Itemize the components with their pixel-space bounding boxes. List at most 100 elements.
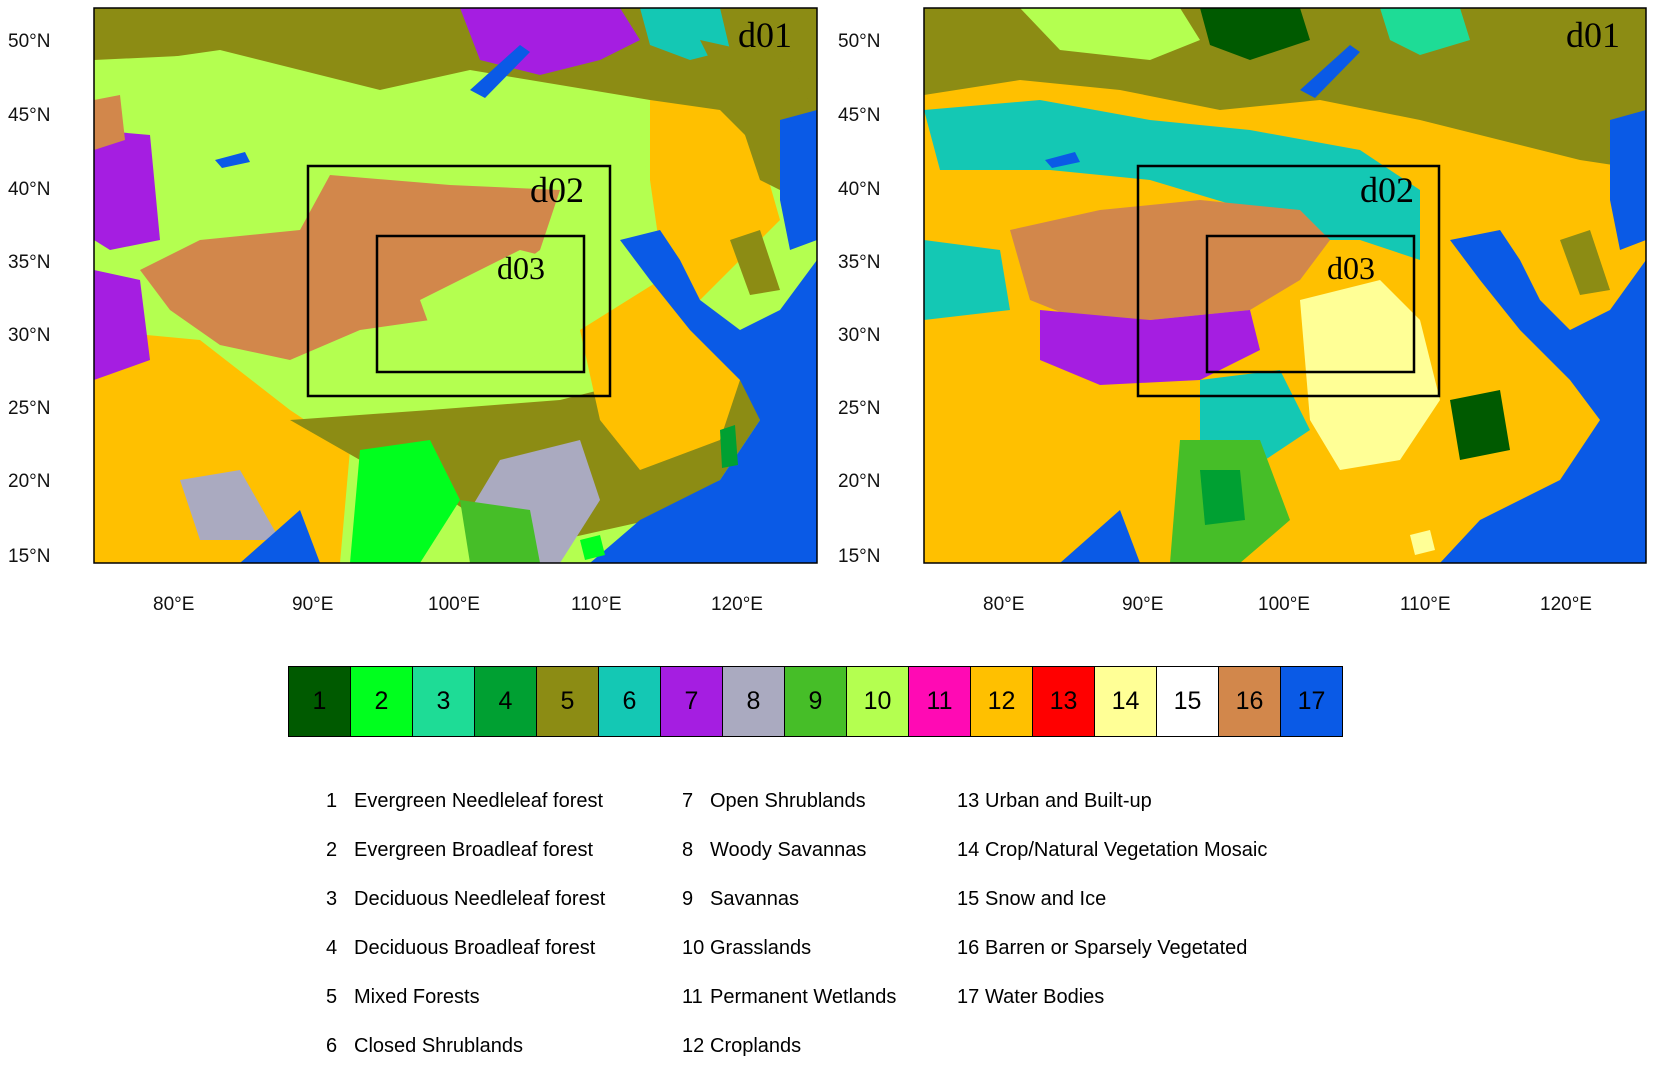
legend-label: Woody Savannas <box>710 839 867 861</box>
domain-box-d03 <box>1205 234 1416 374</box>
legend-item: 2 Evergreen Broadleaf forest <box>326 839 605 888</box>
colorbar-cell: 12 <box>971 667 1033 736</box>
domain-label: d03 <box>1327 250 1375 286</box>
legend-item: 1 Evergreen Needleleaf forest <box>326 790 605 839</box>
legend-label: Barren or Sparsely Vegetated <box>985 937 1248 959</box>
lat-label: 45°N <box>8 105 50 126</box>
colorbar-cell: 14 <box>1095 667 1157 736</box>
lon-label: 90°E <box>1122 594 1163 615</box>
lon-label: 110°E <box>1400 594 1451 615</box>
legend-number: 3 <box>326 888 338 910</box>
legend-item: 12 Croplands <box>682 1035 896 1084</box>
lat-label: 50°N <box>838 31 880 52</box>
legend-item: 10 Grasslands <box>682 937 896 986</box>
legend-number: 12 <box>682 1035 705 1057</box>
legend-label: Snow and Ice <box>985 888 1107 910</box>
lon-axis-left: 80°E 90°E 100°E 110°E 120°E <box>153 594 763 615</box>
lat-label: 30°N <box>8 325 50 346</box>
legend-number: 8 <box>682 839 694 861</box>
legend-column-1: 1 Evergreen Needleleaf forest 2 Evergreen B… <box>326 790 605 1084</box>
land-use-maps: d01 d02 d03 50°N 45°N 40°N 35°N 30°N 25°… <box>8 7 1647 615</box>
legend-number: 11 <box>682 986 703 1008</box>
legend-number: 10 <box>682 937 705 959</box>
legend-number: 4 <box>326 937 338 959</box>
lat-label: 15°N <box>838 546 880 567</box>
legend-number: 17 <box>957 986 980 1008</box>
legend-item: 8 Woody Savannas <box>682 839 896 888</box>
legend-number: 2 <box>326 839 338 861</box>
lat-label: 30°N <box>838 325 880 346</box>
legend-label: Evergreen Broadleaf forest <box>354 839 594 861</box>
legend-column-2: 7 Open Shrublands 8 Woody Savannas 9 Savannas… <box>682 790 896 1084</box>
legend-item: 6 Closed Shrublands <box>326 1035 605 1084</box>
domain-label: d01 <box>738 15 792 55</box>
colorbar-cell: 1 <box>289 667 351 736</box>
lat-label: 45°N <box>838 105 880 126</box>
legend-number: 9 <box>682 888 694 910</box>
legend-item: 11 Permanent Wetlands <box>682 986 896 1035</box>
legend-label: Closed Shrublands <box>354 1035 523 1057</box>
legend-label: Savannas <box>710 888 799 910</box>
lat-label: 50°N <box>8 31 50 52</box>
legend-item: 14 Crop/Natural Vegetation Mosaic <box>957 839 1267 888</box>
legend-item: 4 Deciduous Broadleaf forest <box>326 937 605 986</box>
lat-label: 35°N <box>838 252 880 273</box>
map-panel-right <box>924 8 1646 563</box>
legend-label: Evergreen Needleleaf forest <box>354 790 604 812</box>
legend-label: Crop/Natural Vegetation Mosaic <box>985 839 1268 861</box>
lon-label: 100°E <box>1258 594 1310 615</box>
colorbar-cell: 17 <box>1281 667 1342 736</box>
legend-number: 16 <box>957 937 980 959</box>
lon-label: 110°E <box>571 594 622 615</box>
lat-label: 25°N <box>838 398 880 419</box>
legend-label: Mixed Forests <box>354 986 480 1008</box>
legend-number: 1 <box>326 790 338 812</box>
colorbar-cell: 10 <box>847 667 909 736</box>
legend-item: 5 Mixed Forests <box>326 986 605 1035</box>
colorbar-cell: 2 <box>351 667 413 736</box>
legend-label: Deciduous Broadleaf forest <box>354 937 596 959</box>
legend-item: 17 Water Bodies <box>957 986 1267 1035</box>
lat-label: 35°N <box>8 252 50 273</box>
domain-label: d02 <box>1360 170 1414 210</box>
colorbar-cell: 11 <box>909 667 971 736</box>
lat-axis-left: 50°N 45°N 40°N 35°N 30°N 25°N 20°N 15°N <box>8 31 50 567</box>
lat-label: 40°N <box>838 179 880 200</box>
legend-label: Permanent Wetlands <box>710 986 897 1008</box>
legend-label: Croplands <box>710 1035 802 1057</box>
lon-label: 80°E <box>153 594 194 615</box>
colorbar-cell: 8 <box>723 667 785 736</box>
legend-item: 16 Barren or Sparsely Vegetated <box>957 937 1267 986</box>
legend-label: Open Shrublands <box>710 790 866 812</box>
colorbar-cell: 7 <box>661 667 723 736</box>
legend-item: 13 Urban and Built-up <box>957 790 1267 839</box>
colorbar-cell: 16 <box>1219 667 1281 736</box>
colorbar-cell: 15 <box>1157 667 1219 736</box>
legend-label: Water Bodies <box>985 986 1105 1008</box>
legend-label: Deciduous Needleleaf forest <box>354 888 606 910</box>
domain-label: d03 <box>497 250 545 286</box>
map-panel-left <box>94 8 817 563</box>
lon-label: 90°E <box>292 594 333 615</box>
domain-box-d03 <box>375 234 586 374</box>
lat-label: 15°N <box>8 546 50 567</box>
legend-item: 3 Deciduous Needleleaf forest <box>326 888 605 937</box>
lat-label: 20°N <box>838 471 880 492</box>
domain-label: d01 <box>1566 15 1620 55</box>
domain-box-d02 <box>1136 164 1441 398</box>
colorbar-cell: 9 <box>785 667 847 736</box>
legend-column-3: 13 Urban and Built-up 14 Crop/Natural Veget… <box>957 790 1267 1035</box>
lon-axis-right: 80°E 90°E 100°E 110°E 120°E <box>983 594 1592 615</box>
legend-label: Grasslands <box>710 937 812 959</box>
lon-label: 120°E <box>1540 594 1592 615</box>
colorbar-cell: 4 <box>475 667 537 736</box>
legend-number: 6 <box>326 1035 338 1057</box>
colorbar-cell: 13 <box>1033 667 1095 736</box>
lat-axis-right: 50°N 45°N 40°N 35°N 30°N 25°N 20°N 15°N <box>838 31 880 567</box>
legend-item: 15 Snow and Ice <box>957 888 1267 937</box>
lon-label: 80°E <box>983 594 1024 615</box>
legend-number: 7 <box>682 790 694 812</box>
legend-number: 15 <box>957 888 980 910</box>
colorbar: 1 2 3 4 5 6 7 8 9 10 11 12 13 14 15 16 17 <box>288 666 1343 737</box>
colorbar-cell: 6 <box>599 667 661 736</box>
